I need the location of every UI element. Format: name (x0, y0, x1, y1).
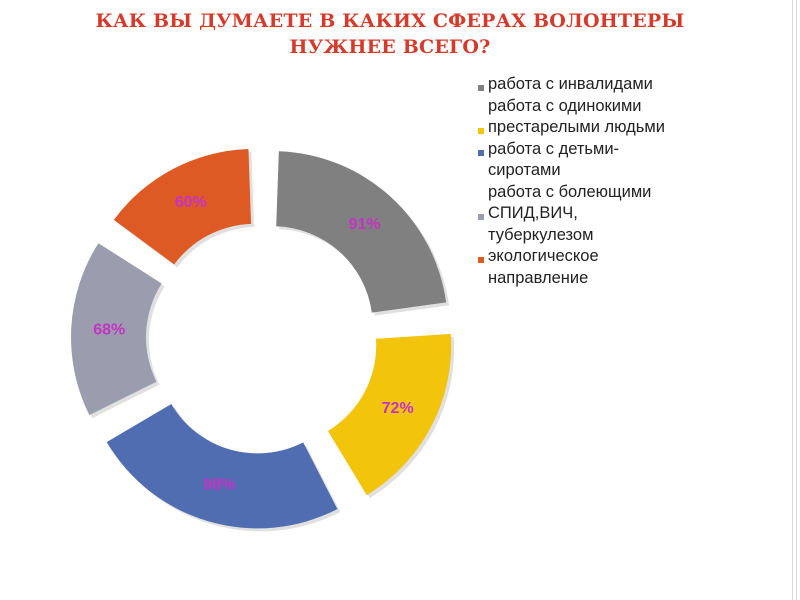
legend-label-1: работа с инвалидами (488, 75, 653, 93)
legend-label-3: работа с детьми-сиротами (488, 139, 620, 180)
legend-swatch-1 (478, 85, 484, 91)
legend-label-2: работа с одинокими престарелыми людьми (488, 96, 665, 137)
legend-swatch-4 (478, 214, 484, 220)
pie-slice-1 (276, 151, 447, 313)
legend-item-5: экологическое направление (478, 246, 718, 289)
legend-swatch-3 (478, 149, 484, 156)
legend-swatch-5 (478, 257, 484, 263)
data-label-5: 60% (175, 194, 207, 211)
slide-right-border (792, 0, 800, 600)
slide-title: КАК ВЫ ДУМАЕТЕ В КАКИХ СФЕРАХ ВОЛОНТЕРЫ … (95, 10, 685, 58)
legend-swatch-2 (478, 128, 484, 134)
pie-slice-3 (106, 404, 338, 529)
data-label-3: 98% (203, 476, 235, 493)
pie-slice-5 (113, 148, 252, 265)
legend-item-1: работа с инвалидами (478, 74, 718, 96)
data-label-1: 91% (349, 216, 381, 233)
pie-slice-4 (71, 243, 162, 416)
data-label-4: 68% (93, 321, 125, 338)
pie-slice-2 (327, 333, 452, 496)
chart-legend: работа с инвалидами работа с одинокими пре… (478, 74, 718, 289)
legend-label-4: работа с болеющими СПИД,ВИЧ, туберкулезом (488, 182, 652, 244)
legend-item-3: работа с детьми-сиротами (478, 139, 718, 182)
legend-item-4: работа с болеющими СПИД,ВИЧ, туберкулезом (478, 182, 718, 247)
legend-item-2: работа с одинокими престарелыми людьми (478, 96, 718, 139)
legend-label-5: экологическое направление (488, 247, 599, 287)
data-label-2: 72% (382, 400, 414, 417)
